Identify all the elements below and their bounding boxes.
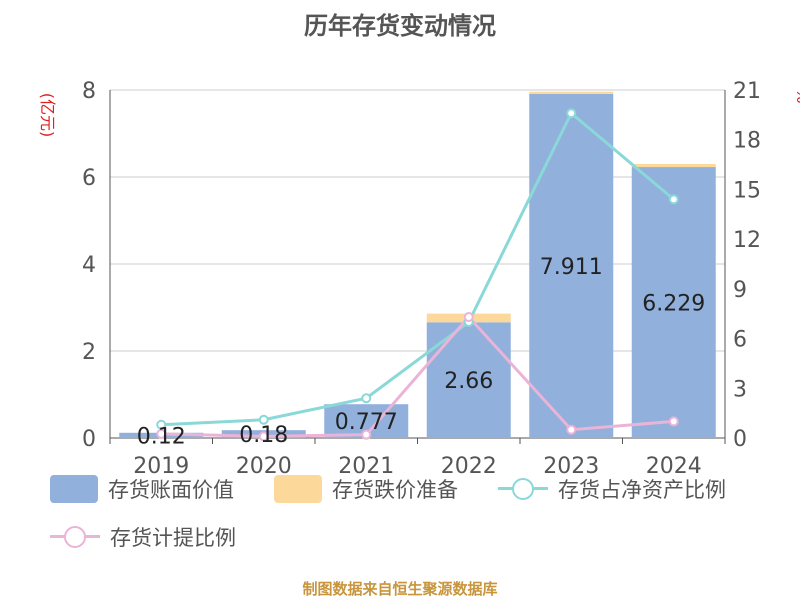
net-asset-ratio-point [258,414,269,425]
legend-swatch-line-icon [498,475,548,503]
bar-value-label: 7.911 [540,255,603,280]
left-axis-tick: 4 [82,253,96,278]
legend-item-net-asset-ratio[interactable]: 存货占净资产比例 [498,474,726,504]
legend-label: 存货计提比例 [110,526,236,550]
legend-item-book-value[interactable]: 存货账面价值 [50,474,234,504]
data-source-footer: 制图数据来自恒生聚源数据库 [302,580,498,598]
x-axis-tick: 2019 [133,454,189,479]
bar-value-label: 0.12 [137,424,186,449]
legend-swatch-line-icon [50,523,100,551]
x-axis-tick: 2020 [236,454,292,479]
provision-ratio-point [156,428,167,439]
provision-ratio-point [258,431,269,442]
left-axis-tick: 8 [82,79,96,104]
net-asset-ratio-point [668,194,679,205]
net-asset-ratio-point [156,419,167,430]
net-asset-ratio-line [161,110,675,427]
provision-ratio-point [566,424,577,435]
net-asset-ratio-point [361,393,372,404]
legend-label: 存货跌价准备 [332,478,458,502]
left-axis-tick: 6 [82,166,96,191]
right-axis-unit: % [793,88,800,103]
bar-value-label: 0.777 [335,410,398,435]
left-axis-tick: 2 [82,340,96,365]
bar-book-value [529,93,614,439]
legend-label: 存货占净资产比例 [558,478,726,502]
right-axis-tick: 15 [733,178,761,203]
legend-item-impairment-reserve[interactable]: 存货跌价准备 [274,474,458,504]
bar-value-label: 0.18 [239,423,288,448]
chart-title: 历年存货变动情况 [304,12,496,40]
right-axis-tick: 6 [733,328,747,353]
bar-value-label: 2.66 [444,369,493,394]
provision-ratio-point [361,429,372,440]
legend-swatch-bar-icon [274,475,322,503]
bar-impairment-reserve [529,91,614,94]
right-axis-tick: 0 [733,427,747,452]
left-axis-unit: (亿元) [38,93,57,138]
left-axis-tick: 0 [82,427,96,452]
legend-swatch-bar-icon [50,475,98,503]
right-axis-tick: 9 [733,278,747,303]
right-axis-tick: 18 [733,129,761,154]
provision-ratio-point [463,312,474,323]
right-axis-tick: 12 [733,228,761,253]
bar-book-value [631,167,716,438]
bar-value-label: 6.229 [642,292,705,317]
bar-impairment-reserve [631,163,716,168]
x-axis-tick: 2023 [543,454,599,479]
x-axis-tick: 2021 [338,454,394,479]
right-axis-tick: 3 [733,377,747,402]
right-axis-tick: 21 [733,79,761,104]
net-asset-ratio-point [566,108,577,119]
x-axis-tick: 2024 [646,454,702,479]
provision-ratio-point [668,416,679,427]
x-axis-tick: 2022 [441,454,497,479]
legend-item-provision-ratio[interactable]: 存货计提比例 [50,522,236,552]
provision-ratio-line [161,314,674,438]
legend-label: 存货账面价值 [108,478,234,502]
